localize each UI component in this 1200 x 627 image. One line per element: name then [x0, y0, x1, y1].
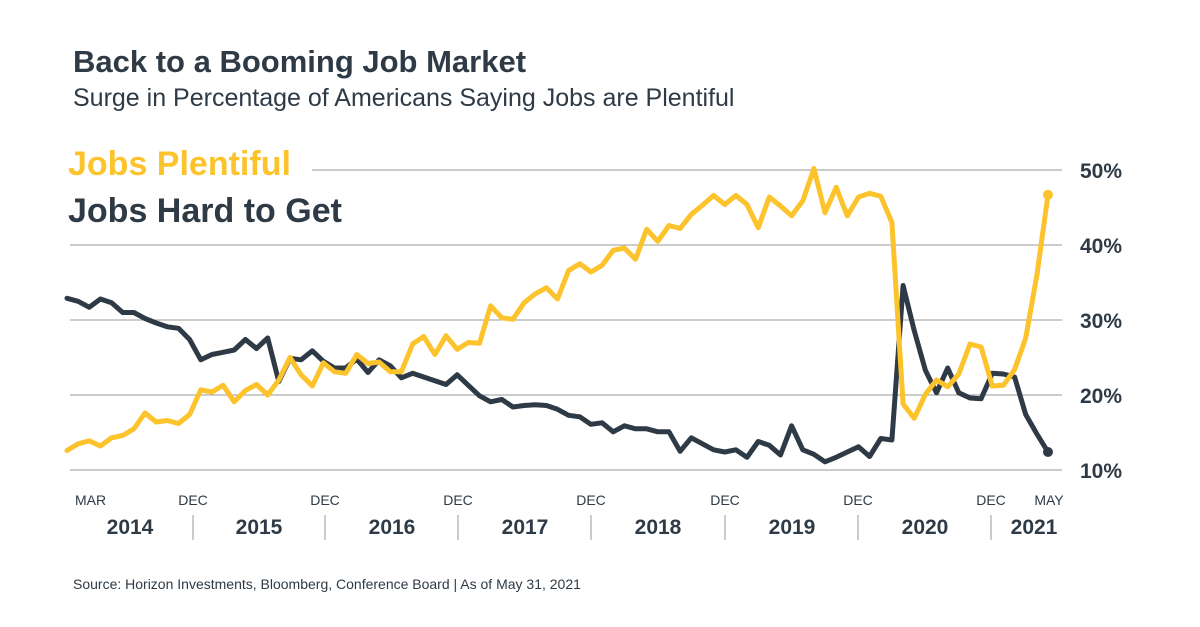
month-label: MAR [75, 492, 106, 508]
year-label: 2015 [236, 516, 283, 539]
legend-jobs-hard-to-get: Jobs Hard to Get [68, 192, 342, 230]
y-axis-ticks: 50% 40% 30% 20% 10% [1080, 160, 1122, 483]
month-label: DEC [843, 492, 873, 508]
year-label: 2021 [1011, 516, 1058, 539]
month-label: DEC [178, 492, 208, 508]
year-label: 2014 [107, 516, 154, 539]
source-note: Source: Horizon Investments, Bloomberg, … [73, 576, 581, 592]
x-axis-year-labels: 2014 2015 2016 2017 2018 2019 2020 2021 [107, 516, 1058, 539]
y-tick-label: 10% [1080, 460, 1122, 483]
year-label: 2020 [902, 516, 949, 539]
endpoint-jobs-hard-to-get [1043, 447, 1053, 457]
year-label: 2017 [502, 516, 549, 539]
chart-subtitle: Surge in Percentage of Americans Saying … [73, 84, 735, 112]
month-label: DEC [310, 492, 340, 508]
y-tick-label: 30% [1080, 310, 1122, 333]
legend-jobs-plentiful: Jobs Plentiful [68, 145, 291, 183]
legend-backing [62, 140, 312, 235]
x-axis-month-labels: MAR DEC DEC DEC DEC DEC DEC DEC MAY [75, 492, 1064, 508]
y-tick-label: 20% [1080, 385, 1122, 408]
year-label: 2018 [635, 516, 682, 539]
month-label: DEC [976, 492, 1006, 508]
month-label: DEC [443, 492, 473, 508]
month-label: DEC [576, 492, 606, 508]
chart-title: Back to a Booming Job Market [73, 44, 527, 79]
month-label: DEC [710, 492, 740, 508]
y-tick-label: 40% [1080, 235, 1122, 258]
month-label: MAY [1034, 492, 1064, 508]
endpoint-jobs-plentiful [1043, 189, 1053, 200]
year-label: 2016 [369, 516, 416, 539]
series-line-jobs-plentiful [64, 166, 1051, 453]
series-line-jobs-hard-to-get [64, 283, 1051, 465]
series-layer [64, 166, 1053, 465]
y-tick-label: 50% [1080, 160, 1122, 183]
x-axis-year-separators [192, 515, 992, 540]
year-label: 2019 [769, 516, 816, 539]
